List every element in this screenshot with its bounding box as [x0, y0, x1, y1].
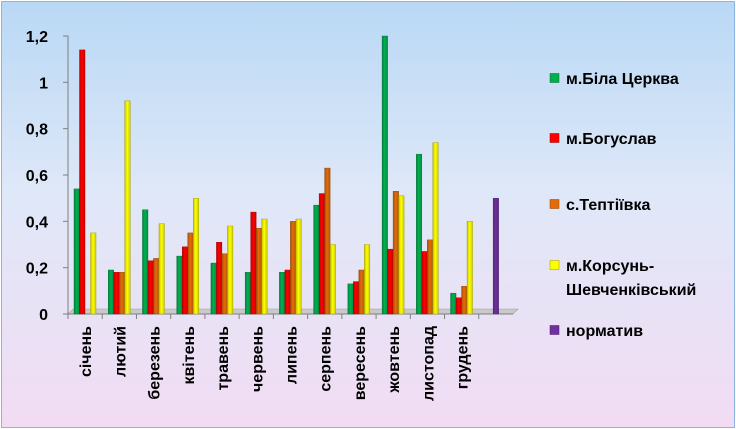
- legend-label: Шевченківський: [566, 282, 696, 299]
- x-category-label: січень: [78, 326, 95, 377]
- legend-swatch: [549, 260, 560, 270]
- legend-swatch: [549, 325, 560, 335]
- bar-series0-cat4: [210, 262, 217, 315]
- x-category-label: жовтень: [386, 326, 403, 394]
- bar-series1-cat4: [216, 241, 223, 315]
- y-tick-label: 1: [39, 75, 48, 92]
- legend-label: с.Тептіївка: [566, 197, 651, 214]
- bar-series3-cat4: [227, 225, 234, 315]
- bar-series1-cat0: [79, 49, 86, 315]
- y-tick-label: 0: [39, 307, 48, 324]
- legend-label: м.Корсунь-: [566, 258, 654, 275]
- bar-series0-cat8: [347, 283, 354, 315]
- bar-series3-cat7: [329, 244, 336, 315]
- legend-label: м.Біла Церква: [566, 71, 679, 88]
- bar-series0-cat3: [176, 255, 183, 315]
- bar-series3-cat2: [158, 223, 165, 315]
- x-category-label: липень: [284, 326, 301, 384]
- legend-swatch: [549, 73, 560, 83]
- y-tick-label: 0,8: [26, 122, 48, 139]
- bar-series0-cat6: [279, 272, 286, 315]
- x-category-label: березень: [147, 326, 164, 400]
- bar-series3-cat5: [261, 218, 268, 315]
- bar-series1-cat1: [113, 272, 120, 315]
- bar-series3-cat11: [466, 221, 473, 315]
- y-tick-label: 1,2: [26, 29, 48, 46]
- bar-series2-cat10: [427, 239, 434, 315]
- y-tick-label: 0,2: [26, 261, 48, 278]
- bar-series2-cat6: [290, 221, 297, 315]
- bar-series1-cat11: [455, 297, 462, 315]
- bar-series1-cat5: [250, 211, 257, 315]
- bar-series3-cat3: [192, 197, 199, 315]
- bar-series0-cat5: [244, 272, 251, 315]
- bar-series3-cat1: [124, 100, 131, 315]
- x-category-label: вересень: [352, 326, 369, 400]
- x-category-label: травень: [215, 326, 232, 391]
- bar-series1-cat8: [353, 281, 360, 315]
- bar-series3-cat8: [364, 244, 371, 315]
- bar-series0-cat0: [73, 188, 80, 315]
- bar-series0-cat9: [381, 35, 388, 315]
- x-category-label: квітень: [181, 326, 198, 385]
- x-category-label: грудень: [455, 326, 472, 389]
- bar-series3-cat6: [295, 218, 302, 315]
- y-tick-label: 0,4: [26, 214, 48, 231]
- bar-series3-cat10: [432, 142, 439, 315]
- x-category-label: червень: [249, 326, 266, 392]
- bar-series2-cat9: [392, 191, 399, 315]
- bar-series2-cat3: [187, 232, 194, 315]
- bar-series2-cat8: [358, 269, 365, 315]
- legend-label: норматив: [566, 323, 643, 340]
- bar-series1-cat7: [318, 193, 325, 315]
- bar-series4-cat12: [492, 197, 499, 315]
- bar-series0-cat11: [450, 292, 457, 315]
- bar-series1-cat3: [181, 246, 188, 315]
- bar-series0-cat10: [416, 153, 423, 315]
- bar-series0-cat7: [313, 204, 320, 315]
- bar-series3-cat0: [90, 232, 97, 315]
- bar-series3-cat9: [398, 195, 405, 315]
- bar-series0-cat1: [108, 269, 114, 315]
- bar-series2-cat4: [221, 253, 228, 315]
- bar-series2-cat1: [119, 272, 125, 315]
- legend-swatch: [549, 199, 560, 209]
- x-category-label: серпень: [318, 326, 335, 392]
- bar-series1-cat10: [421, 251, 428, 315]
- x-category-label: листопад: [420, 326, 437, 401]
- y-tick-label: 0,6: [26, 168, 48, 185]
- bar-series0-cat2: [142, 209, 149, 315]
- legend-label: м.Богуслав: [566, 131, 657, 148]
- bar-series2-cat2: [153, 258, 160, 315]
- bar-series2-cat7: [324, 167, 331, 315]
- bar-series2-cat5: [255, 228, 262, 315]
- x-category-label: лютий: [112, 326, 129, 377]
- bar-series1-cat9: [387, 248, 394, 315]
- bar-series2-cat11: [461, 286, 468, 315]
- legend-swatch: [549, 133, 560, 143]
- bar-series1-cat6: [284, 269, 291, 315]
- bar-series1-cat2: [147, 260, 154, 315]
